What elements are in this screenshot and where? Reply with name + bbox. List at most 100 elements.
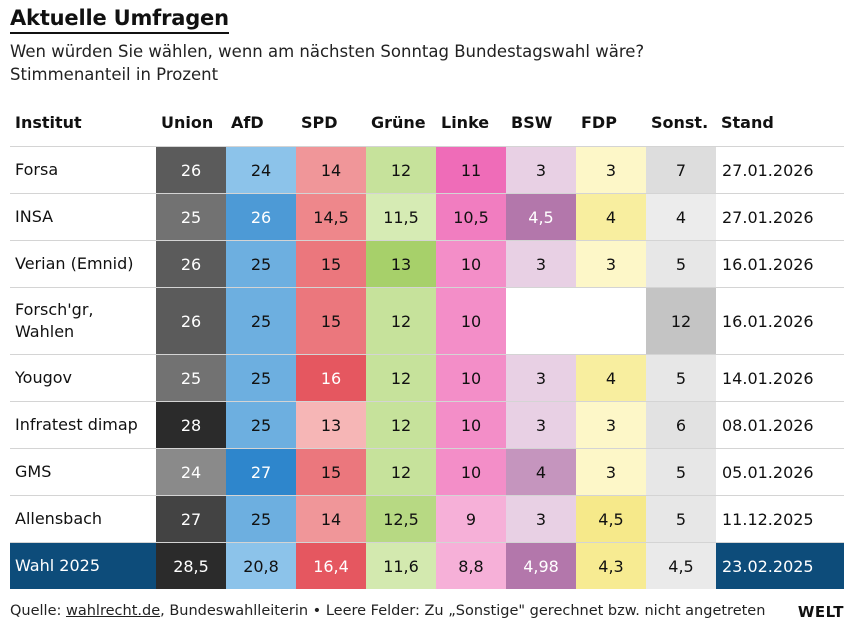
welt-logo: WELT: [797, 603, 844, 621]
value-cell-fdp: 4: [576, 194, 646, 240]
column-header-spd: SPD: [301, 113, 338, 132]
date-cell: 27.01.2026: [722, 160, 814, 180]
value-cell-linke: 11: [436, 147, 506, 193]
value-cell-union: 25: [156, 355, 226, 401]
value-cell-grüne: 12,5: [366, 496, 436, 542]
table-row: INSA 25 26 14,5 11,5 10,5 4,5 4 4 27.01.2026: [10, 193, 844, 240]
value-cell-fdp: 4: [576, 355, 646, 401]
value-cell-linke: 8,8: [436, 543, 506, 589]
date-cell: 27.01.2026: [722, 207, 814, 227]
column-header-union: Union: [161, 113, 214, 132]
value-cell-afd: 25: [226, 288, 296, 354]
institute-name: Verian (Emnid): [15, 254, 134, 273]
value-cell-union: 26: [156, 288, 226, 354]
date-cell: 16.01.2026: [722, 311, 814, 331]
value-cell-union: 26: [156, 147, 226, 193]
value-cell-grüne: 12: [366, 147, 436, 193]
institute-name: GMS: [15, 462, 52, 481]
value-cell-bsw: 3: [506, 355, 576, 401]
table-row: GMS 24 27 15 12 10 4 3 5 05.01.2026: [10, 448, 844, 495]
value-cell-grüne: 12: [366, 288, 436, 354]
value-cell-union: 28,5: [156, 543, 226, 589]
value-cell-sonst: 5: [646, 241, 716, 287]
value-cell-spd: 15: [296, 241, 366, 287]
table-row: Wahl 2025 28,5 20,8 16,4 11,6 8,8 4,98 4,3 4,5 23…: [10, 542, 844, 589]
value-cell-afd: 27: [226, 449, 296, 495]
value-cell-afd: 24: [226, 147, 296, 193]
value-cell-sonst: 5: [646, 449, 716, 495]
poll-table: Institut Union AfD SPD Grüne Linke BSW FDP Sonst…: [10, 100, 844, 589]
value-cell-sonst: 6: [646, 402, 716, 448]
value-cell-spd: 15: [296, 288, 366, 354]
value-cell-spd: 13: [296, 402, 366, 448]
table-row: Yougov 25 25 16 12 10 3 4 5 14.01.2026: [10, 354, 844, 401]
value-cell-fdp: 4,3: [576, 543, 646, 589]
source-footer: Quelle: wahlrecht.de, Bundeswahlleiterin…: [10, 603, 765, 619]
value-cell-fdp: 3: [576, 402, 646, 448]
source-prefix: Quelle:: [10, 603, 66, 619]
institute-name: Infratest dimap: [15, 415, 138, 434]
table-row: Verian (Emnid) 26 25 15 13 10 3 3 5 16.01.2026: [10, 240, 844, 287]
institute-name: Wahl 2025: [15, 556, 100, 575]
value-cell-bsw: 3: [506, 496, 576, 542]
column-header-fdp: FDP: [581, 113, 617, 132]
value-cell-linke: 9: [436, 496, 506, 542]
institute-name: INSA: [15, 207, 54, 226]
value-cell-sonst: 4,5: [646, 543, 716, 589]
value-cell-linke: 10,5: [436, 194, 506, 240]
value-cell-linke: 10: [436, 241, 506, 287]
institute-name: Forsa: [15, 160, 59, 179]
value-cell-linke: 10: [436, 288, 506, 354]
date-cell: 08.01.2026: [722, 415, 814, 435]
source-link[interactable]: wahlrecht.de: [66, 603, 161, 619]
subtitle-unit: Stimmenanteil in Prozent: [10, 65, 219, 84]
value-cell-bsw: 3: [506, 402, 576, 448]
value-cell-grüne: 11,6: [366, 543, 436, 589]
institute-name: Yougov: [15, 368, 72, 387]
table-row: Forsa 26 24 14 12 11 3 3 7 27.01.2026: [10, 146, 844, 193]
institute-name: Allensbach: [15, 509, 103, 528]
value-cell-fdp: 3: [576, 241, 646, 287]
value-cell-grüne: 13: [366, 241, 436, 287]
table-header: Institut Union AfD SPD Grüne Linke BSW FDP Sonst…: [10, 100, 844, 146]
column-header-sonst: Sonst.: [651, 113, 709, 132]
date-cell: 23.02.2025: [722, 556, 814, 576]
value-cell-spd: 16: [296, 355, 366, 401]
value-cell-linke: 10: [436, 402, 506, 448]
table-row: Infratest dimap 28 25 13 12 10 3 3 6 08.01.2026: [10, 401, 844, 448]
subtitle-question: Wen würden Sie wählen, wenn am nächsten …: [10, 42, 645, 61]
date-cell: 16.01.2026: [722, 254, 814, 274]
value-cell-grüne: 11,5: [366, 194, 436, 240]
value-cell-fdp: 3: [576, 147, 646, 193]
table-row: Forsch'gr, Wahlen 26 25 15 12 10 12 16.01.2026: [10, 287, 844, 354]
value-cell-afd: 25: [226, 355, 296, 401]
value-cell-afd: 25: [226, 402, 296, 448]
value-cell-grüne: 12: [366, 402, 436, 448]
value-cell-sonst: 12: [646, 288, 716, 354]
value-cell-bsw: 3: [506, 241, 576, 287]
value-cell-spd: 14: [296, 496, 366, 542]
value-cell-bsw: [506, 288, 576, 354]
source-note: , Bundeswahlleiterin • Leere Felder: Zu …: [160, 603, 766, 619]
value-cell-bsw: 4: [506, 449, 576, 495]
value-cell-spd: 16,4: [296, 543, 366, 589]
column-header-institut: Institut: [15, 113, 82, 132]
value-cell-bsw: 3: [506, 147, 576, 193]
value-cell-bsw: 4,5: [506, 194, 576, 240]
value-cell-fdp: [576, 288, 646, 354]
column-header-linke: Linke: [441, 113, 490, 132]
value-cell-afd: 25: [226, 241, 296, 287]
page-title: Aktuelle Umfragen: [10, 4, 229, 34]
value-cell-sonst: 5: [646, 355, 716, 401]
value-cell-spd: 14,5: [296, 194, 366, 240]
value-cell-grüne: 12: [366, 355, 436, 401]
value-cell-sonst: 5: [646, 496, 716, 542]
value-cell-linke: 10: [436, 449, 506, 495]
value-cell-spd: 15: [296, 449, 366, 495]
date-cell: 11.12.2025: [722, 509, 814, 529]
value-cell-union: 25: [156, 194, 226, 240]
value-cell-union: 27: [156, 496, 226, 542]
value-cell-spd: 14: [296, 147, 366, 193]
value-cell-afd: 25: [226, 496, 296, 542]
column-header-bsw: BSW: [511, 113, 553, 132]
